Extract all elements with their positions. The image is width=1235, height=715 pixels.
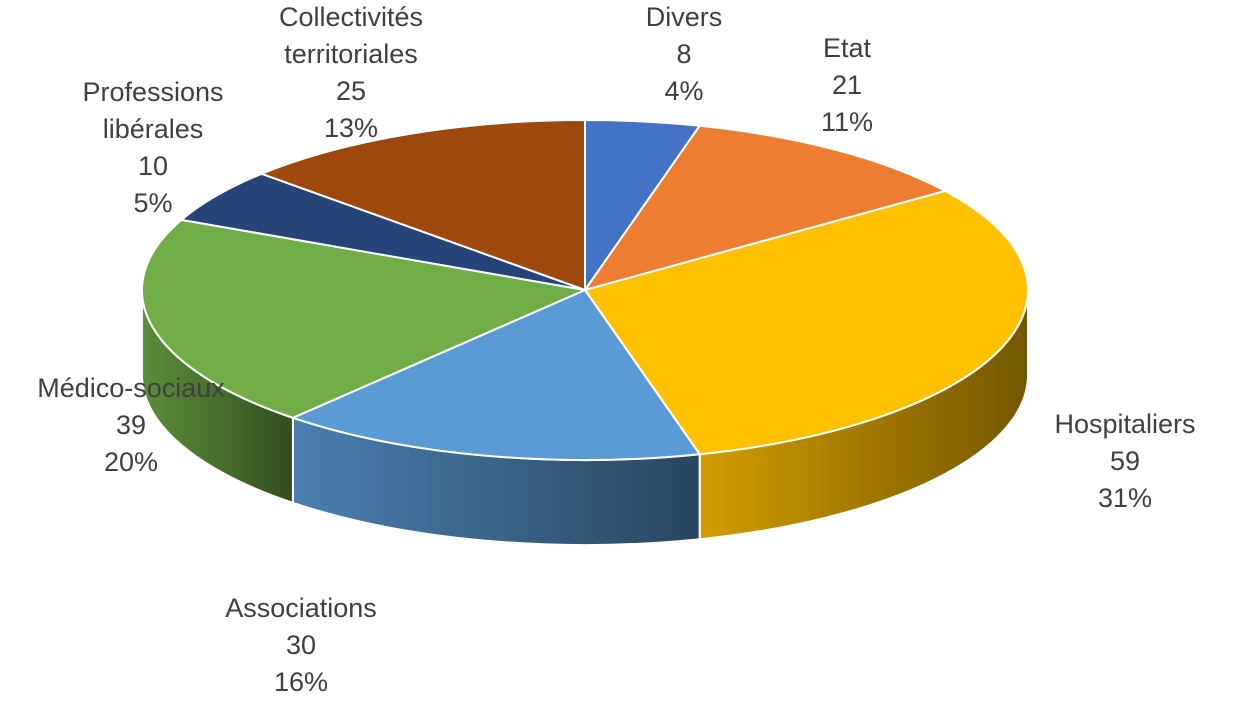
data-label-medico-sociaux: Médico-sociaux 39 20% bbox=[37, 373, 225, 477]
pie-slice-collectivites-territoriales bbox=[258, 118, 586, 292]
data-label-collectivites-territoriales: Collectivités territoriales 25 13% bbox=[279, 2, 423, 143]
data-label-associations: Associations 30 16% bbox=[225, 593, 377, 697]
pie-slice-medico-sociaux bbox=[141, 218, 589, 419]
pie-slice-etat bbox=[582, 124, 948, 292]
pie-slice-associations bbox=[290, 288, 702, 461]
data-label-professions-liberales: Professions libérales 10 5% bbox=[82, 77, 223, 218]
data-label-hospitaliers: Hospitaliers 59 31% bbox=[1054, 409, 1195, 513]
data-label-etat: Etat 21 11% bbox=[821, 33, 873, 137]
pie-slice-hospitaliers bbox=[583, 189, 1029, 456]
data-label-divers: Divers 8 4% bbox=[646, 2, 723, 106]
data-labels: Divers 8 4% Etat 21 11% Hospitaliers 59 31% Assoc… bbox=[37, 2, 1195, 697]
pie-slices bbox=[141, 118, 1029, 461]
pie-slice-professions-liberales bbox=[179, 172, 586, 291]
